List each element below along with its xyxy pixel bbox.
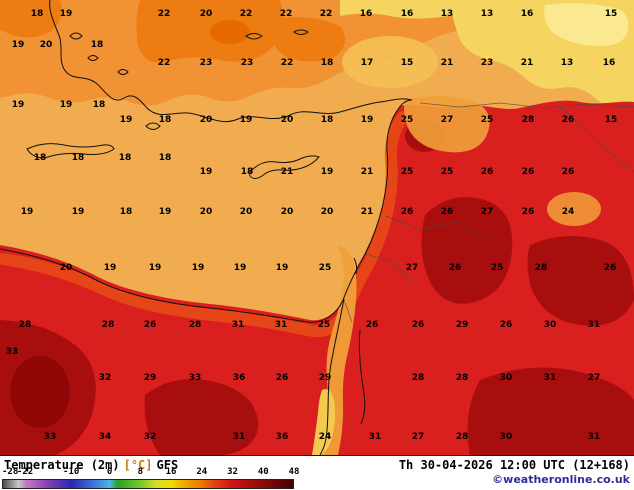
- scale-tick: -10: [63, 467, 80, 477]
- legend-parameter: Temperature (2m): [4, 458, 120, 472]
- crete-outline: [26, 143, 115, 159]
- scale-tick: 48: [288, 467, 300, 477]
- temperature-map: 18 19 22 20 22 22 22 16 16 13 13 16 15 19 20 18 22 23 23 22…: [0, 0, 634, 455]
- forecast-datetime: Th 30-04-2026 12:00 UTC (12+168): [398, 458, 630, 472]
- temperature-scale: -28 -22 -10 0 8 16 24 32 40 48: [2, 467, 299, 489]
- turkey-coastline: [49, 0, 413, 123]
- legend-model: GFS: [156, 458, 179, 472]
- island-outline: [69, 32, 83, 40]
- scale-tick: -28: [2, 467, 19, 477]
- map-graphic: [0, 0, 634, 455]
- cyprus-outline: [249, 155, 320, 179]
- temperature-field: [0, 0, 634, 455]
- scale-tick-row: -28 -22 -10 0 8 16 24 32 40 48: [2, 467, 299, 477]
- gulf-of-suez: [319, 298, 345, 455]
- rhodes-outline: [145, 122, 161, 130]
- legend-bar: Temperature (2m) [°C] GFS Th 30-04-2026 12…: [0, 455, 634, 490]
- scale-tick: 0: [106, 467, 113, 477]
- legend-title: Temperature (2m) [°C] GFS: [4, 458, 178, 472]
- copyright: ©weatheronline.co.uk: [492, 473, 630, 486]
- scale-tick: 32: [227, 467, 238, 477]
- scale-tick: 16: [165, 467, 177, 477]
- dead-sea: [353, 257, 358, 275]
- gulf-of-aqaba: [358, 329, 366, 425]
- lake-outline: [293, 29, 309, 35]
- scale-tick: 8: [137, 467, 144, 477]
- coastlines: [0, 0, 413, 455]
- levant-africa-coastline: [0, 99, 413, 323]
- legend-unit: [°C]: [123, 458, 153, 472]
- scale-tick: -22: [16, 467, 34, 477]
- country-borders: [343, 102, 634, 323]
- lake-outline: [245, 33, 263, 40]
- island-outline: [117, 69, 129, 75]
- scale-tick: 40: [257, 467, 269, 477]
- island-outline: [87, 55, 99, 61]
- scale-tick: 24: [196, 467, 208, 477]
- scale-gradient-bar: [2, 479, 294, 489]
